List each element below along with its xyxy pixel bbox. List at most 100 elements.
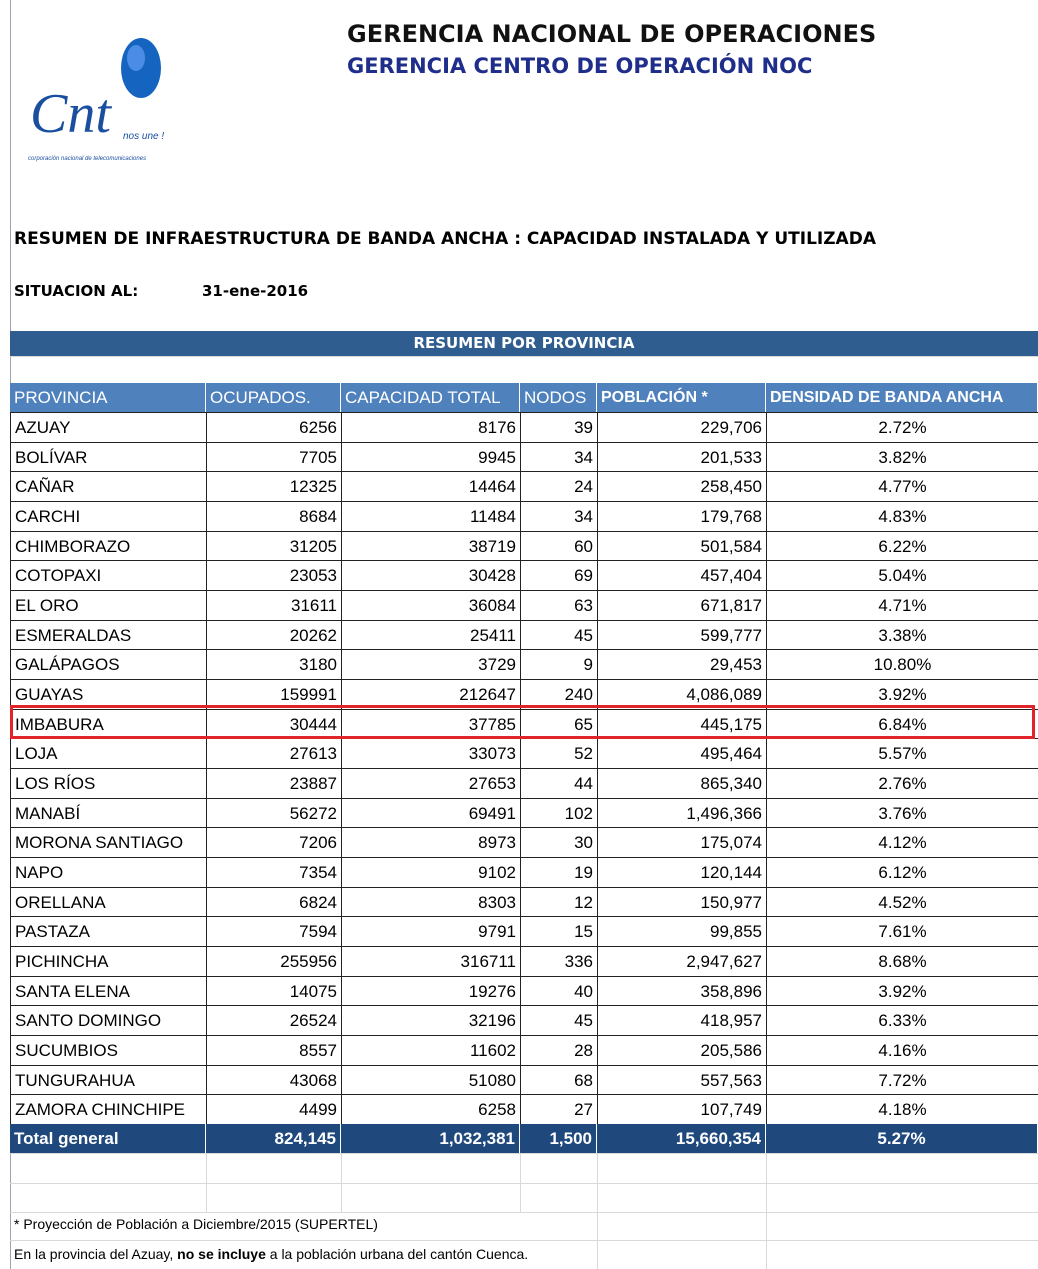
table-cell: 102 [520, 797, 598, 829]
section-banner: RESUMEN POR PROVINCIA [10, 331, 1038, 356]
table-cell: 107,749 [597, 1094, 767, 1126]
table-cell: 1,496,366 [597, 797, 767, 829]
table-cell: 557,563 [597, 1064, 767, 1096]
table-cell: 23053 [206, 560, 342, 591]
table-cell: 23887 [206, 768, 342, 799]
total-cell: Total general [10, 1124, 206, 1154]
table-cell: LOJA [10, 738, 207, 770]
table-cell: EL ORO [10, 590, 207, 621]
table-cell: MORONA SANTIAGO [10, 827, 207, 859]
table-cell: 29,453 [597, 649, 767, 681]
grid-line [10, 1153, 1038, 1154]
table-cell: 8973 [341, 827, 521, 859]
table-cell: 2,947,627 [597, 946, 767, 977]
table-cell: 60 [520, 530, 598, 562]
logo-brand: Cnt [30, 83, 112, 145]
table-cell: 10.80% [766, 649, 1038, 681]
total-cell: 15,660,354 [597, 1124, 766, 1154]
logo: Cnt nos une ! corporación nacional de te… [28, 38, 164, 162]
footnote: * Proyección de Población a Diciembre/20… [14, 1216, 378, 1232]
table-cell: 44 [520, 768, 598, 799]
table-cell: 6.22% [766, 530, 1038, 562]
table-cell: 30 [520, 827, 598, 859]
table-cell: ESMERALDAS [10, 619, 207, 651]
table-cell: 20262 [206, 619, 342, 651]
total-cell: 1,032,381 [341, 1124, 520, 1154]
table-cell: 32196 [341, 1005, 521, 1037]
table-cell: 671,817 [597, 590, 767, 621]
table-cell: 7.61% [766, 916, 1038, 948]
table-cell: 19276 [341, 975, 521, 1007]
header-title: GERENCIA NACIONAL DE OPERACIONES [347, 20, 877, 48]
table-cell: 495,464 [597, 738, 767, 770]
report-title: RESUMEN DE INFRAESTRUCTURA DE BANDA ANCH… [14, 229, 876, 249]
table-cell: 27613 [206, 738, 342, 770]
table-cell: 39 [520, 412, 598, 443]
grid-line [597, 1153, 598, 1269]
table-cell: 12325 [206, 471, 342, 502]
table-cell: ORELLANA [10, 886, 207, 918]
table-cell: CHIMBORAZO [10, 530, 207, 562]
note-bold: no se incluye [177, 1246, 266, 1262]
table-cell: 45 [520, 1005, 598, 1037]
table-cell: 8176 [341, 412, 521, 443]
table-cell: 2.76% [766, 768, 1038, 799]
table-cell: 120,144 [597, 857, 767, 888]
logo-shine [127, 45, 145, 71]
table-cell: 15 [520, 916, 598, 948]
table-cell: 7354 [206, 857, 342, 888]
table-cell: PASTAZA [10, 916, 207, 948]
table-cell: 229,706 [597, 412, 767, 443]
table-cell: 38719 [341, 530, 521, 562]
table-cell: 6.12% [766, 857, 1038, 888]
table-cell: 150,977 [597, 886, 767, 918]
table-cell: CARCHI [10, 501, 207, 532]
table-cell: 8.68% [766, 946, 1038, 977]
table-cell: 4.71% [766, 590, 1038, 621]
table-cell: 4.18% [766, 1094, 1038, 1126]
table-cell: 19 [520, 857, 598, 888]
table-cell: SUCUMBIOS [10, 1035, 207, 1066]
table-cell: 28 [520, 1035, 598, 1066]
date-label: SITUACION AL: [14, 282, 139, 300]
note: En la provincia del Azuay, no se incluye… [14, 1246, 528, 1262]
column-header: PROVINCIA [10, 383, 206, 412]
table-cell: 7206 [206, 827, 342, 859]
note-text: En la provincia del Azuay, [14, 1246, 178, 1262]
table-cell: 34 [520, 501, 598, 532]
table-cell: MANABÍ [10, 797, 207, 829]
grid-line [206, 1153, 207, 1212]
column-header: CAPACIDAD TOTAL [341, 383, 520, 412]
table-cell: 63 [520, 590, 598, 621]
total-cell: 824,145 [206, 1124, 341, 1154]
table-cell: 457,404 [597, 560, 767, 591]
table-cell: 9945 [341, 441, 521, 473]
table-cell: NAPO [10, 857, 207, 888]
table-cell: 14464 [341, 471, 521, 502]
header-subtitle: GERENCIA CENTRO DE OPERACIÓN NOC [347, 54, 813, 78]
table-cell: 33073 [341, 738, 521, 770]
table-cell: 68 [520, 1064, 598, 1096]
table-cell: 11484 [341, 501, 521, 532]
table-cell: 201,533 [597, 441, 767, 473]
grid-line [766, 1153, 767, 1269]
report-date: 31-ene-2016 [202, 282, 309, 300]
table-cell: 179,768 [597, 501, 767, 532]
grid-line [10, 356, 1038, 357]
table-cell: 56272 [206, 797, 342, 829]
table-cell: 2.72% [766, 412, 1038, 443]
table-cell: 599,777 [597, 619, 767, 651]
total-cell: 1,500 [520, 1124, 597, 1154]
table-cell: TUNGURAHUA [10, 1064, 207, 1096]
column-header: NODOS [520, 383, 597, 412]
table-cell: 8684 [206, 501, 342, 532]
column-header: OCUPADOS. [206, 383, 341, 412]
table-cell: 205,586 [597, 1035, 767, 1066]
table-cell: 31611 [206, 590, 342, 621]
table-cell: ZAMORA CHINCHIPE [10, 1094, 207, 1126]
table-cell: 30428 [341, 560, 521, 591]
note-text: a la población urbana del cantón Cuenca. [265, 1246, 529, 1262]
table-cell: 51080 [341, 1064, 521, 1096]
table-cell: 8557 [206, 1035, 342, 1066]
